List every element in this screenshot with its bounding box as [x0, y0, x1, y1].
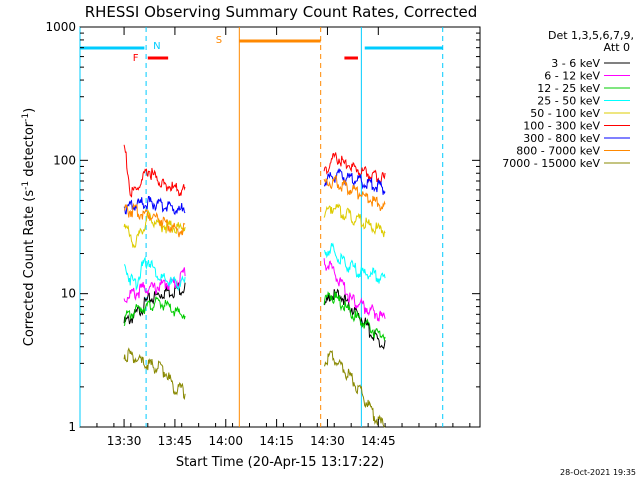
- y-tick-label-3: 1000: [45, 20, 76, 34]
- series-2-seg2: [323, 290, 386, 342]
- y-axis-label-sup2: -1: [21, 113, 31, 122]
- annotation-n: N: [153, 41, 160, 52]
- legend-label-4: 50 - 100 keV: [530, 107, 600, 120]
- legend-label-1: 6 - 12 keV: [544, 70, 600, 83]
- series-5-seg2: [323, 152, 386, 185]
- legend-label-8: 7000 - 15000 keV: [502, 157, 600, 170]
- legend-label-5: 100 - 300 keV: [523, 120, 600, 133]
- footer-timestamp: 28-Oct-2021 19:35: [560, 468, 636, 477]
- series-5-seg1: [123, 144, 186, 198]
- legend-header-line2: Att 0: [604, 41, 630, 54]
- y-axis: 1 10 100 1000: [45, 20, 480, 434]
- x-axis-label: Start Time (20-Apr-15 13:17:22): [176, 455, 384, 470]
- y-tick-label-2: 100: [53, 153, 76, 167]
- x-tick-label-1: 13:45: [158, 434, 193, 448]
- x-tick-label-5: 14:45: [361, 434, 396, 448]
- series-3-seg1: [123, 256, 186, 292]
- legend-label-6: 300 - 800 keV: [523, 132, 600, 145]
- series-8-seg2: [324, 350, 386, 428]
- legend-label-3: 25 - 50 keV: [537, 95, 600, 108]
- annotation-s: S: [216, 35, 222, 46]
- x-tick-label-4: 14:30: [310, 434, 345, 448]
- y-axis-label-close: ): [22, 108, 37, 113]
- plot-area: [79, 26, 481, 428]
- y-axis-label: Corrected Count Rate (s-1 detector-1): [21, 108, 37, 346]
- series-1-seg1: [123, 267, 186, 304]
- annotations: N F S: [133, 35, 222, 64]
- y-tick-label-1: 10: [61, 287, 76, 301]
- y-axis-label-main: Corrected Count Rate (s: [22, 190, 37, 347]
- flag-bars: [80, 39, 443, 60]
- vertical-markers: [79, 27, 444, 427]
- series-4-seg2: [323, 203, 386, 238]
- x-tick-label-0: 13:30: [107, 434, 142, 448]
- legend-label-0: 3 - 6 keV: [551, 57, 600, 70]
- y-tick-label-0: 1: [68, 420, 76, 434]
- series-0-seg2: [323, 288, 386, 350]
- y-axis-label-sup: -1: [21, 181, 31, 190]
- series-7-seg2: [323, 175, 386, 211]
- series-1-seg2: [323, 258, 386, 322]
- series-2-seg1: [123, 296, 186, 327]
- annotation-f: F: [133, 53, 139, 64]
- plot-frame: [79, 26, 481, 428]
- legend-header-line1: Det 1,3,5,6,7,9,: [548, 29, 634, 42]
- series-4-seg1: [123, 209, 186, 249]
- legend-label-2: 12 - 25 keV: [537, 82, 600, 95]
- chart-title: RHESSI Observing Summary Count Rates, Co…: [85, 3, 478, 21]
- x-axis: 13:30 13:45 14:00 14:15 14:30 14:45: [96, 27, 471, 448]
- data-series: [123, 144, 386, 428]
- x-tick-label-2: 14:00: [208, 434, 243, 448]
- legend-label-7: 800 - 7000 keV: [516, 145, 600, 158]
- x-tick-label-3: 14:15: [259, 434, 294, 448]
- series-3-seg2: [323, 242, 386, 284]
- series-7-seg1: [124, 202, 186, 238]
- series-8-seg1: [123, 347, 186, 401]
- y-axis-label-tail: detector: [22, 121, 37, 181]
